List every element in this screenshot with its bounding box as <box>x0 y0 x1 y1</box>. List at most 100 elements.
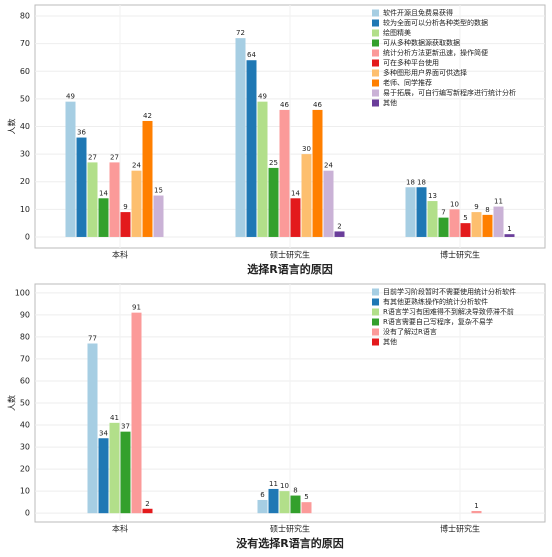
value-label: 36 <box>77 129 86 137</box>
value-label: 42 <box>143 112 152 120</box>
bar <box>76 137 87 237</box>
value-label: 9 <box>474 203 478 211</box>
value-label: 8 <box>293 487 297 495</box>
bar <box>109 422 120 514</box>
value-label: 2 <box>337 222 341 230</box>
value-label: 2 <box>145 500 149 508</box>
y-tick-label: 80 <box>20 12 30 21</box>
y-tick-label: 60 <box>20 376 30 385</box>
bar <box>98 438 109 514</box>
y-tick-label: 50 <box>20 94 30 103</box>
x-tick-label: 本科 <box>112 250 128 260</box>
legend-label: 有其他更熟练操作的统计分析软件 <box>383 297 488 306</box>
legend-swatch <box>372 19 379 27</box>
bar <box>301 154 312 237</box>
legend-swatch <box>372 29 379 37</box>
bar <box>257 101 268 237</box>
bar <box>87 162 98 237</box>
y-axis-label: 人数 <box>7 119 17 135</box>
value-label: 64 <box>247 51 256 59</box>
bar <box>460 223 471 237</box>
legend-label: 老师、同学推荐 <box>383 78 432 87</box>
bar <box>279 491 290 514</box>
legend-swatch <box>372 288 379 296</box>
value-label: 91 <box>132 304 141 312</box>
value-label: 46 <box>313 101 322 109</box>
legend-swatch <box>372 99 379 107</box>
legend-label: 没有了解过R语言 <box>383 327 437 336</box>
value-label: 27 <box>110 153 119 161</box>
legend-label: R语言需要自己写程序，复杂不易学 <box>383 317 493 326</box>
bar <box>87 343 98 514</box>
bar <box>323 170 334 237</box>
x-tick-label: 硕士研究生 <box>270 250 310 260</box>
y-tick-label: 100 <box>15 288 30 297</box>
y-tick-label: 20 <box>20 465 30 474</box>
bar <box>131 170 142 237</box>
value-label: 25 <box>269 159 278 167</box>
legend-swatch <box>372 59 379 67</box>
bar <box>98 198 109 237</box>
y-tick-label: 50 <box>20 399 30 408</box>
y-tick-label: 10 <box>20 205 30 214</box>
legend-label: 可在多种平台使用 <box>383 58 439 67</box>
value-label: 46 <box>280 101 289 109</box>
bar <box>493 206 504 237</box>
y-tick-label: 10 <box>20 487 30 496</box>
y-tick-label: 70 <box>20 39 30 48</box>
legend-swatch <box>372 69 379 77</box>
value-label: 10 <box>280 482 289 490</box>
value-label: 14 <box>99 189 108 197</box>
legend-label: 软件开源且免费易获得 <box>383 8 453 17</box>
legend-label: 多种图形用户界面可供选择 <box>383 68 467 77</box>
bar <box>235 38 246 237</box>
bar <box>268 488 279 514</box>
bar <box>120 212 131 237</box>
bar <box>504 234 515 237</box>
value-label: 14 <box>291 189 300 197</box>
bar <box>471 212 482 237</box>
value-label: 9 <box>123 203 127 211</box>
value-label: 11 <box>269 480 278 488</box>
bar <box>427 201 438 237</box>
value-label: 72 <box>236 29 245 37</box>
legend-label: 可从多种数据源获取数据 <box>383 38 460 47</box>
value-label: 34 <box>99 429 108 437</box>
bar <box>153 195 164 237</box>
value-label: 24 <box>132 162 141 170</box>
value-label: 8 <box>485 206 489 214</box>
value-label: 18 <box>417 178 426 186</box>
legend-swatch <box>372 89 379 97</box>
value-label: 1 <box>474 502 478 510</box>
bar <box>109 162 120 237</box>
x-tick-label: 硕士研究生 <box>270 524 310 534</box>
legend-label: 易于拓展，可自行编写新程序进行统计分析 <box>383 88 516 97</box>
value-label: 49 <box>66 93 75 101</box>
bar <box>449 209 460 237</box>
y-tick-label: 90 <box>20 310 30 319</box>
y-tick-label: 60 <box>20 67 30 76</box>
value-label: 24 <box>324 162 333 170</box>
y-tick-label: 40 <box>20 122 30 131</box>
y-tick-label: 0 <box>25 509 30 518</box>
bar <box>405 187 416 237</box>
value-label: 6 <box>260 491 265 499</box>
value-label: 27 <box>88 153 97 161</box>
bar <box>334 231 345 237</box>
legend-label: 其他 <box>383 337 397 346</box>
x-tick-label: 本科 <box>112 524 128 534</box>
bar <box>290 495 301 514</box>
bar <box>142 508 153 514</box>
x-tick-label: 博士研究生 <box>440 524 480 534</box>
y-tick-label: 20 <box>20 177 30 186</box>
bar <box>246 60 257 237</box>
legend-swatch <box>372 39 379 47</box>
y-tick-label: 30 <box>20 150 30 159</box>
legend-swatch <box>372 79 379 87</box>
bar <box>290 198 301 237</box>
x-tick-label: 博士研究生 <box>440 250 480 260</box>
value-label: 15 <box>154 187 163 195</box>
